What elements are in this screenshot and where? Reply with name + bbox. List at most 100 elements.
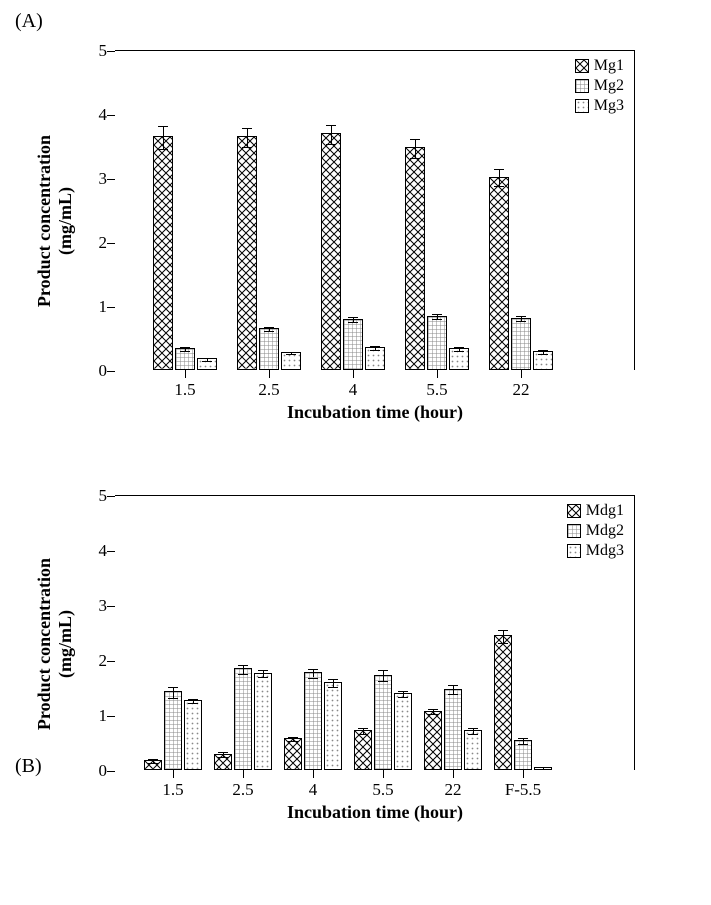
error-cap — [468, 734, 478, 735]
error-bar — [453, 685, 454, 694]
error-cap — [432, 314, 442, 315]
bar-Mdg2 — [234, 668, 252, 770]
bar-Mdg1 — [424, 711, 442, 770]
bar-Mg1 — [489, 177, 509, 370]
legend-item: Mdg1 — [567, 502, 624, 520]
bar-Mg2 — [427, 316, 447, 370]
legend-swatch — [575, 59, 589, 73]
error-cap — [180, 351, 190, 352]
error-bar — [247, 128, 248, 147]
error-cap — [518, 744, 528, 745]
legend-item: Mg2 — [575, 77, 624, 95]
bar-Mg2 — [259, 328, 279, 370]
xlabel: Incubation time (hour) — [115, 402, 635, 423]
xtick-label: 2.5 — [232, 780, 253, 800]
ylabel: Product concentration (mg/mL) — [34, 534, 76, 754]
xtick — [383, 770, 384, 778]
legend-item: Mg1 — [575, 57, 624, 75]
legend-label: Mg1 — [594, 57, 624, 75]
error-cap — [494, 186, 504, 187]
plot-area: 0123451.52.545.522Mg1Mg2Mg3 — [115, 50, 635, 370]
error-cap — [428, 714, 438, 715]
error-cap — [348, 322, 358, 323]
panel-label-A: (A) — [15, 10, 43, 33]
legend-item: Mg3 — [575, 97, 624, 115]
bar-Mdg3 — [324, 682, 342, 770]
xtick-label: 4 — [309, 780, 318, 800]
error-cap — [238, 665, 248, 666]
error-cap — [328, 679, 338, 680]
bar-Mdg2 — [304, 672, 322, 770]
error-cap — [410, 139, 420, 140]
xtick — [243, 770, 244, 778]
error-cap — [516, 316, 526, 317]
legend-swatch — [567, 504, 581, 518]
legend-item: Mdg2 — [567, 522, 624, 540]
error-cap — [264, 331, 274, 332]
ytick — [107, 51, 115, 52]
error-bar — [173, 687, 174, 698]
error-cap — [286, 354, 296, 355]
xtick — [453, 770, 454, 778]
error-cap — [398, 697, 408, 698]
error-cap — [468, 728, 478, 729]
error-cap — [242, 147, 252, 148]
legend-swatch — [567, 524, 581, 538]
ytick — [107, 716, 115, 717]
error-cap — [308, 669, 318, 670]
bar-Mdg3 — [254, 673, 272, 770]
error-cap — [432, 319, 442, 320]
error-bar — [243, 665, 244, 674]
ytick — [107, 371, 115, 372]
bar-Mg2 — [511, 318, 531, 370]
error-cap — [454, 351, 464, 352]
ytick — [107, 243, 115, 244]
legend-label: Mg2 — [594, 77, 624, 95]
bar-Mg1 — [237, 136, 257, 370]
ytick-label: 4 — [85, 541, 107, 561]
ytick-label: 0 — [85, 761, 107, 781]
error-cap — [348, 317, 358, 318]
error-cap — [378, 681, 388, 682]
ytick — [107, 307, 115, 308]
xtick-label: 5.5 — [372, 780, 393, 800]
error-cap — [538, 350, 548, 351]
error-cap — [448, 685, 458, 686]
error-bar — [415, 139, 416, 158]
xtick — [313, 770, 314, 778]
error-cap — [168, 687, 178, 688]
legend-swatch — [575, 99, 589, 113]
ytick — [107, 115, 115, 116]
error-cap — [378, 670, 388, 671]
error-cap — [370, 346, 380, 347]
error-cap — [370, 350, 380, 351]
error-bar — [383, 670, 384, 681]
error-cap — [264, 327, 274, 328]
ytick — [107, 551, 115, 552]
xtick-label: 22 — [445, 780, 462, 800]
panel-A: (A)0123451.52.545.522Mg1Mg2Mg3Product co… — [10, 10, 701, 440]
error-cap — [158, 126, 168, 127]
legend-item: Mdg3 — [567, 542, 624, 560]
error-cap — [308, 678, 318, 679]
error-cap — [498, 643, 508, 644]
ytick-label: 5 — [85, 41, 107, 61]
legend-label: Mdg2 — [586, 522, 624, 540]
error-cap — [188, 699, 198, 700]
error-cap — [448, 694, 458, 695]
ytick-label: 3 — [85, 169, 107, 189]
legend-swatch — [567, 544, 581, 558]
error-cap — [538, 354, 548, 355]
error-cap — [188, 703, 198, 704]
error-cap — [498, 630, 508, 631]
xtick — [185, 370, 186, 378]
xtick-label: 1.5 — [174, 380, 195, 400]
bar-Mdg1 — [284, 738, 302, 770]
legend: Mdg1 Mdg2 Mdg3 — [567, 502, 624, 562]
xtick-label: F-5.5 — [505, 780, 541, 800]
bar-Mdg3 — [464, 730, 482, 770]
error-cap — [288, 737, 298, 738]
xtick — [173, 770, 174, 778]
xtick-label: 5.5 — [426, 380, 447, 400]
error-cap — [410, 158, 420, 159]
